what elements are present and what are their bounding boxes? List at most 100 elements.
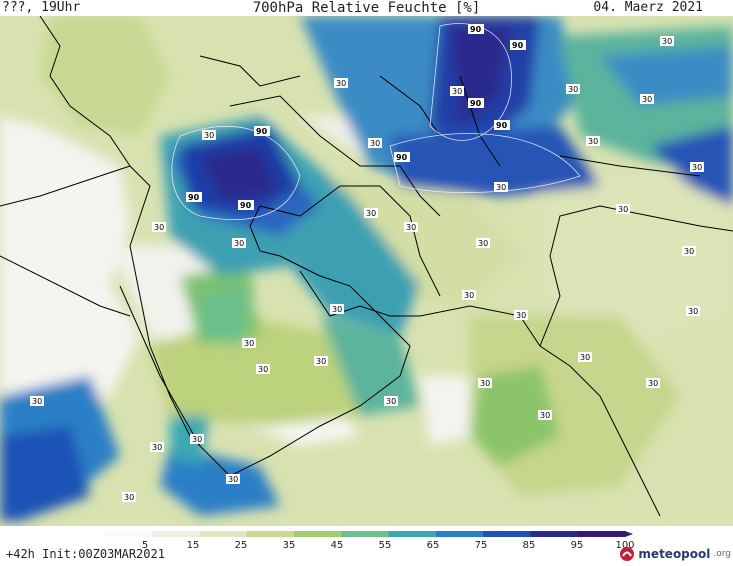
colorbar-swatch xyxy=(577,531,626,537)
svg-text:90: 90 xyxy=(256,127,268,136)
contour-label-30: 30 xyxy=(476,238,490,248)
contour-label-30: 30 xyxy=(242,338,256,348)
contour-label-30: 30 xyxy=(646,378,660,388)
humidity-map: 90 90 90 90 90 90 90 90 30 30 30 30 30 3… xyxy=(0,16,733,526)
contour-label-30: 30 xyxy=(330,304,344,314)
svg-text:30: 30 xyxy=(124,493,134,502)
svg-text:30: 30 xyxy=(258,365,268,374)
colorbar-tick-label: 25 xyxy=(235,540,248,548)
colorbar-tick-label: 15 xyxy=(187,540,200,548)
colorbar-tick-label: 65 xyxy=(427,540,440,548)
contour-label-30: 30 xyxy=(578,352,592,362)
svg-text:30: 30 xyxy=(496,183,506,192)
contour-label-30: 30 xyxy=(566,84,580,94)
colorbar-ticks: 5 15 25 35 45 55 65 75 85 95 100 xyxy=(142,540,635,551)
contour-label-30: 30 xyxy=(150,442,164,452)
contour-label-30: 30 xyxy=(226,474,240,484)
contour-label-90: 90 xyxy=(186,192,202,202)
contour-label-90: 90 xyxy=(468,24,484,34)
valid-date-label: 04. Maerz 2021 xyxy=(593,0,703,15)
valid-time-label: ???, 19Uhr xyxy=(2,0,81,15)
contour-label-30: 30 xyxy=(462,290,476,300)
contour-label-30: 30 xyxy=(586,136,600,146)
colorbar-swatches xyxy=(105,531,633,537)
contour-label-30: 30 xyxy=(334,78,348,88)
colorbar: 5 15 25 35 45 55 65 75 85 95 100 xyxy=(0,526,733,566)
contour-label-30: 30 xyxy=(682,246,696,256)
header-bar: ???, 19Uhr 700hPa Relative Feuchte [%] 0… xyxy=(0,0,733,16)
contour-label-30: 30 xyxy=(232,238,246,248)
contour-label-30: 30 xyxy=(122,492,136,502)
colorbar-swatch xyxy=(435,531,484,537)
svg-text:30: 30 xyxy=(204,131,214,140)
svg-text:30: 30 xyxy=(464,291,474,300)
svg-text:30: 30 xyxy=(406,223,416,232)
contour-label-30: 30 xyxy=(364,208,378,218)
contour-label-90: 90 xyxy=(468,98,484,108)
svg-text:30: 30 xyxy=(32,397,42,406)
svg-text:30: 30 xyxy=(688,307,698,316)
colorbar-tick-label: 75 xyxy=(475,540,488,548)
contour-label-30: 30 xyxy=(384,396,398,406)
colorbar-tick-label: 35 xyxy=(283,540,296,548)
meteopool-icon xyxy=(620,547,635,561)
contour-label-30: 30 xyxy=(450,86,464,96)
contour-label-30: 30 xyxy=(368,138,382,148)
colorbar-tick-label: 45 xyxy=(331,540,344,548)
svg-text:30: 30 xyxy=(152,443,162,452)
colorbar-swatch xyxy=(341,531,390,537)
contour-label-30: 30 xyxy=(616,204,630,214)
contour-label-30: 30 xyxy=(314,356,328,366)
colorbar-tick-label: 100 xyxy=(615,540,634,548)
contour-label-30: 30 xyxy=(190,434,204,444)
colorbar-tick-label: 85 xyxy=(523,540,536,548)
humidity-field xyxy=(0,16,733,521)
svg-text:30: 30 xyxy=(580,353,590,362)
contour-label-30: 30 xyxy=(514,310,528,320)
colorbar-swatch xyxy=(199,531,248,537)
svg-text:30: 30 xyxy=(642,95,652,104)
colorbar-swatch xyxy=(483,531,531,537)
map-title: 700hPa Relative Feuchte [%] xyxy=(252,0,481,16)
svg-text:90: 90 xyxy=(240,201,252,210)
svg-text:90: 90 xyxy=(188,193,200,202)
colorbar-swatch xyxy=(105,531,153,537)
colorbar-tick-label: 5 xyxy=(142,540,148,548)
contour-label-30: 30 xyxy=(256,364,270,374)
svg-text:30: 30 xyxy=(540,411,550,420)
colorbar-tick-label: 55 xyxy=(379,540,392,548)
svg-text:30: 30 xyxy=(386,397,396,406)
svg-text:30: 30 xyxy=(192,435,202,444)
contour-label-30: 30 xyxy=(686,306,700,316)
colorbar-graphic: 5 15 25 35 45 55 65 75 85 95 100 xyxy=(105,531,635,551)
svg-text:90: 90 xyxy=(512,41,524,50)
svg-text:30: 30 xyxy=(366,209,376,218)
svg-text:30: 30 xyxy=(370,139,380,148)
logo-tld: .org xyxy=(713,549,731,559)
svg-text:30: 30 xyxy=(336,79,346,88)
svg-text:30: 30 xyxy=(478,239,488,248)
svg-text:30: 30 xyxy=(452,87,462,96)
coastlines xyxy=(0,16,733,517)
contour-label-30: 30 xyxy=(202,130,216,140)
svg-text:30: 30 xyxy=(588,137,598,146)
svg-text:30: 30 xyxy=(234,239,244,248)
contour-label-90: 90 xyxy=(510,40,526,50)
svg-text:30: 30 xyxy=(332,305,342,314)
colorbar-swatch xyxy=(530,531,579,537)
contour-label-30: 30 xyxy=(640,94,654,104)
svg-text:30: 30 xyxy=(648,379,658,388)
contour-label-30: 30 xyxy=(478,378,492,388)
svg-text:30: 30 xyxy=(568,85,578,94)
svg-text:90: 90 xyxy=(496,121,508,130)
svg-text:30: 30 xyxy=(244,339,254,348)
svg-text:30: 30 xyxy=(228,475,238,484)
contour-label-90: 90 xyxy=(238,200,254,210)
svg-text:30: 30 xyxy=(662,37,672,46)
contour-label-30: 30 xyxy=(538,410,552,420)
contour-label-30: 30 xyxy=(30,396,44,406)
meteopool-logo[interactable]: meteopool .org xyxy=(619,544,731,564)
colorbar-swatch xyxy=(388,531,437,537)
colorbar-swatch xyxy=(294,531,342,537)
contour-label-30: 30 xyxy=(404,222,418,232)
